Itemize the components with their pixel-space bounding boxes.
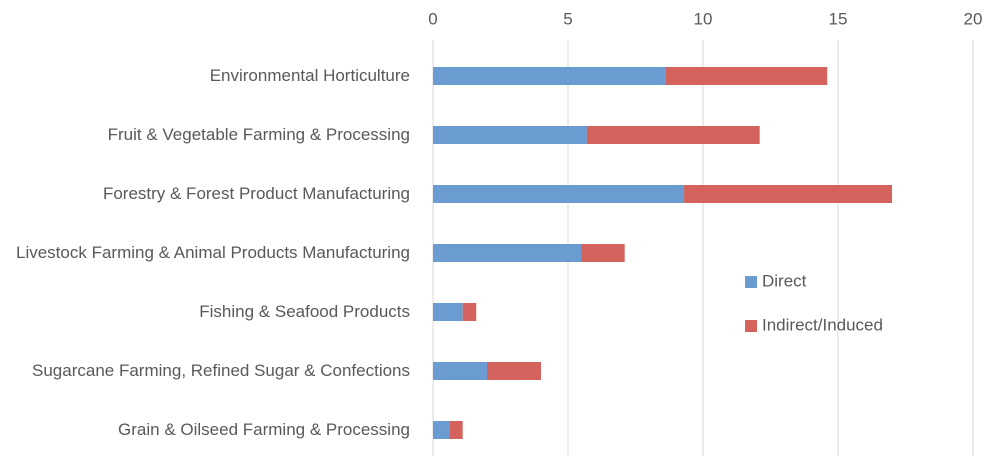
bar (433, 303, 463, 321)
x-tick-label: 15 (829, 9, 848, 28)
x-tick-label: 10 (694, 9, 713, 28)
category-text: Fishing & Seafood Products (199, 302, 410, 321)
category-text: Grain & Oilseed Farming & Processing (118, 420, 410, 439)
bar (586, 126, 760, 144)
y-tick-label: Fishing & Seafood Products (199, 301, 410, 323)
y-tick-label: Sugarcane Farming, Refined Sugar & Confe… (32, 360, 410, 382)
y-tick-label: Livestock Farming & Animal Products Manu… (16, 242, 410, 264)
legend-swatch (745, 276, 757, 288)
x-tick-label: 0 (428, 9, 437, 28)
bar (449, 421, 463, 439)
legend-swatch (745, 320, 757, 332)
bar (433, 185, 685, 203)
bar (665, 67, 828, 85)
y-tick-label: Environmental Horticulture (210, 65, 410, 87)
category-text: Sugarcane Farming, Refined Sugar & Confe… (32, 361, 410, 380)
x-tick-label: 5 (563, 9, 572, 28)
category-text: Environmental Horticulture (209, 66, 410, 85)
category-text: Fruit & Vegetable Farming & Processing (107, 125, 410, 144)
bar (433, 67, 666, 85)
bar (433, 244, 582, 262)
category-text: Forestry & Forest Product Manufacturing (102, 184, 410, 203)
legend-label: Direct (762, 271, 807, 290)
bar (462, 303, 477, 321)
legend-label: Indirect/Induced (762, 315, 883, 334)
y-tick-label: Fruit & Vegetable Farming & Processing (108, 124, 410, 146)
bar (433, 362, 487, 380)
bar (684, 185, 892, 203)
y-tick-label: Forestry & Forest Product Manufacturing (103, 183, 410, 205)
bar (487, 362, 541, 380)
bar (581, 244, 625, 262)
bar (433, 421, 450, 439)
category-text: Livestock Farming & Animal Products Manu… (15, 243, 410, 262)
y-tick-label: Grain & Oilseed Farming & Processing (118, 419, 410, 441)
x-tick-label: 20 (964, 9, 983, 28)
bar (433, 126, 587, 144)
